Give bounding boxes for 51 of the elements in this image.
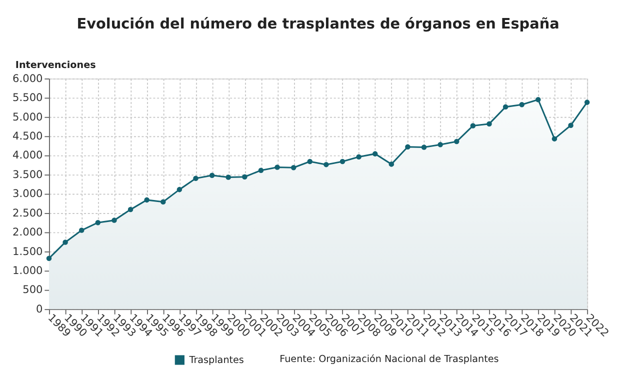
point: [356, 154, 362, 160]
point: [552, 136, 558, 142]
legend-label: Trasplantes: [188, 354, 244, 366]
point: [307, 158, 313, 164]
point: [258, 168, 264, 173]
point: [193, 176, 198, 182]
point: [274, 164, 280, 170]
point: [324, 162, 329, 168]
point: [405, 144, 410, 150]
point: [242, 174, 248, 180]
y-tick-label: 6.000: [12, 72, 44, 85]
y-tick-label: 4.000: [12, 150, 44, 162]
point: [78, 228, 84, 233]
point: [176, 186, 182, 192]
point: [388, 162, 394, 167]
y-tick-label: 5.000: [12, 111, 44, 124]
y-tick-label: 0: [36, 303, 44, 316]
point: [536, 96, 541, 102]
y-axis-title: Intervenciones: [15, 60, 96, 71]
point: [568, 122, 574, 128]
chart-title: Evolución del número de trasplantes de órganos en España: [76, 16, 560, 33]
y-tick-label: 2.000: [12, 226, 44, 239]
y-tick-label: 3.000: [12, 188, 44, 200]
y-tick-label: 4.500: [12, 130, 44, 142]
point: [226, 174, 231, 180]
y-tick-label: 1.500: [12, 246, 44, 258]
point: [454, 138, 460, 144]
point: [340, 158, 346, 164]
point: [290, 165, 296, 170]
point: [144, 197, 150, 203]
point: [46, 256, 52, 261]
point: [209, 172, 215, 178]
point: [502, 104, 508, 110]
point: [519, 102, 524, 108]
y-tick-label: 5.500: [12, 92, 44, 104]
point: [112, 218, 117, 223]
point: [470, 123, 476, 128]
point: [421, 144, 427, 150]
y-tick-label: 1.000: [12, 265, 44, 278]
point: [128, 206, 134, 212]
y-tick-label: 3.500: [12, 168, 44, 181]
point: [486, 121, 492, 126]
point: [160, 199, 166, 204]
point: [372, 151, 378, 156]
point: [438, 142, 443, 148]
source-note: Fuente: Organización Nacional de Trasplantes: [280, 354, 499, 365]
y-tick-label: 500: [22, 284, 44, 296]
point: [62, 240, 68, 245]
y-tick-label: 2.500: [12, 207, 44, 220]
point: [95, 220, 101, 226]
point: [584, 100, 590, 105]
